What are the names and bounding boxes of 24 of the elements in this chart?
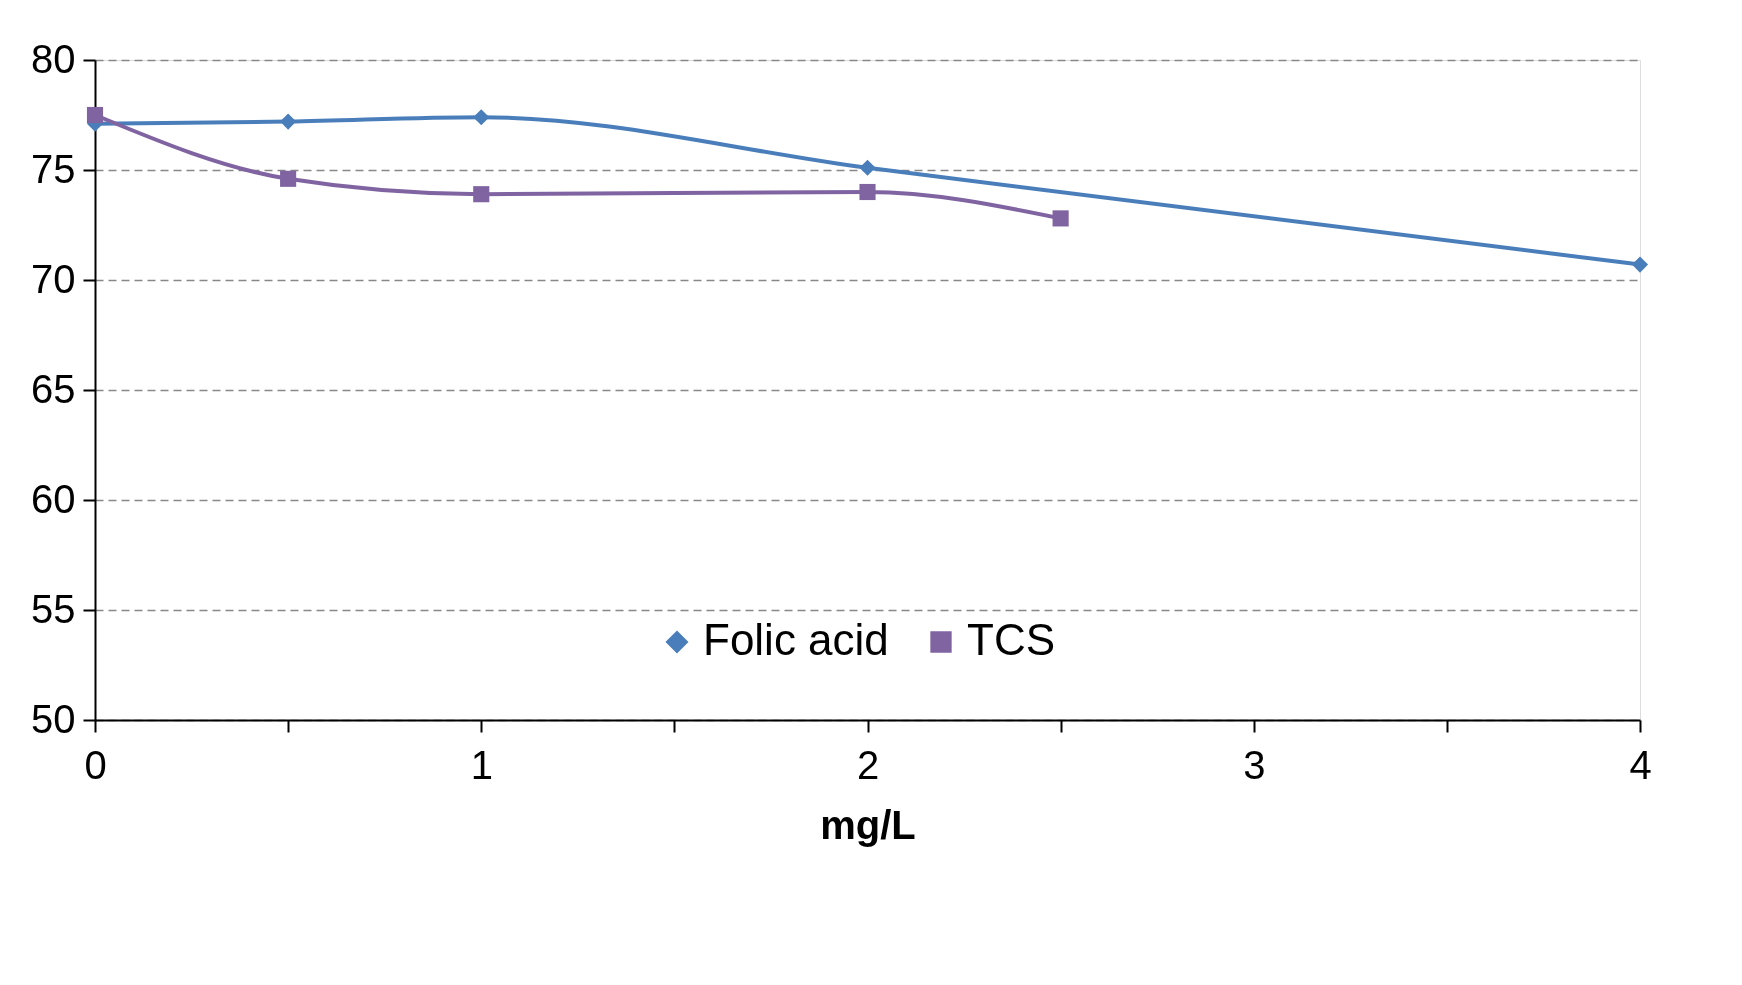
point [859, 159, 876, 176]
x-tick-label: 3 [1243, 742, 1266, 787]
legend-label: TCS [967, 615, 1055, 664]
legend-label: Folic acid [703, 615, 889, 664]
x-axis-title: mg/L [820, 802, 916, 847]
point [280, 113, 297, 130]
point [473, 186, 490, 203]
y-tick-label: 65 [31, 366, 76, 411]
y-tick-label: 70 [31, 256, 76, 301]
point [280, 170, 297, 187]
y-tick-label: 60 [31, 476, 76, 521]
point [1052, 210, 1069, 227]
y-tick-label: 50 [31, 696, 76, 741]
y-tick-label: 75 [31, 146, 76, 191]
x-tick-label: 2 [856, 742, 880, 787]
point [859, 183, 876, 201]
point [1631, 256, 1649, 273]
x-tick-label: 1 [470, 742, 493, 787]
point [473, 109, 490, 126]
x-tick-label: 4 [1629, 742, 1652, 787]
x-tick-label: 0 [84, 742, 107, 787]
y-tick-label: 55 [31, 586, 76, 631]
point [86, 106, 104, 124]
y-tick-label: 80 [31, 36, 76, 81]
